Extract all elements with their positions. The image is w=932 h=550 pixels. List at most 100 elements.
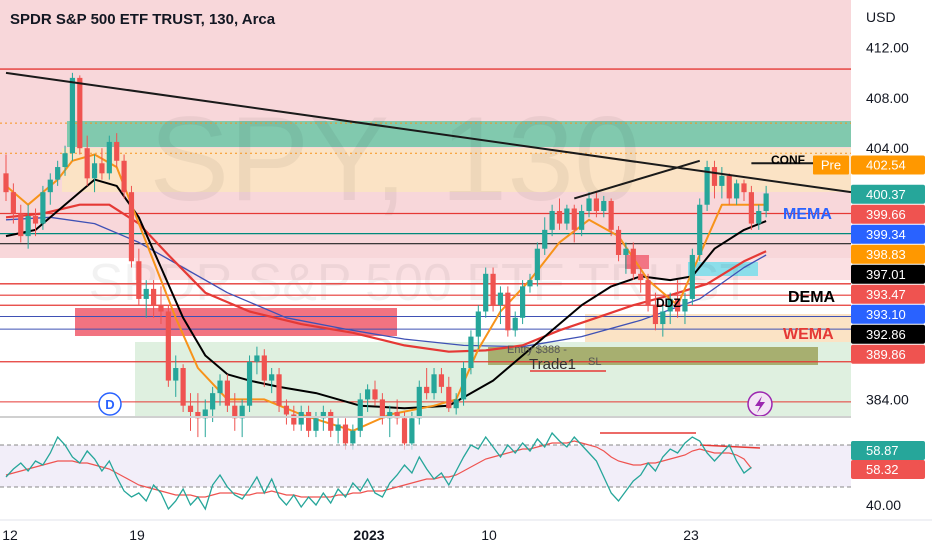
watermark-symbol: SPY, 130 <box>149 92 641 226</box>
price-label-8: 393.10 <box>851 304 925 324</box>
mema-label: MEMA <box>783 206 832 223</box>
trend-line-0[interactable] <box>5 71 852 194</box>
candle <box>630 242 636 281</box>
candle <box>446 376 452 412</box>
candle <box>748 185 754 230</box>
candle <box>47 173 53 205</box>
symbol-title[interactable]: SPDR S&P 500 ETF TRUST, 130, Arca <box>10 11 276 28</box>
candle <box>55 160 61 186</box>
dema-label: DEMA <box>788 289 836 306</box>
price-tick-2: 404.00 <box>866 140 909 156</box>
candle <box>283 399 290 425</box>
candle <box>114 133 120 168</box>
candle <box>328 409 334 438</box>
candle <box>357 393 363 438</box>
time-axis[interactable]: 12 19 2023 10 23 <box>2 527 699 543</box>
price-label-4: 399.34 <box>851 224 925 244</box>
price-label-9: 392.86 <box>851 324 925 344</box>
candle <box>202 399 208 438</box>
candle <box>497 286 504 325</box>
d-badge-text: D <box>105 397 114 412</box>
candle <box>180 364 186 412</box>
candle <box>261 349 267 387</box>
ddz-label: DDZ <box>656 296 681 310</box>
candle <box>424 368 430 400</box>
candle <box>401 411 408 450</box>
lightning-icon[interactable] <box>747 391 773 417</box>
candle <box>40 185 46 230</box>
candle <box>394 399 400 425</box>
time-tick-2: 2023 <box>353 527 384 543</box>
candle <box>667 292 673 325</box>
candle <box>652 292 659 331</box>
candle <box>741 179 747 201</box>
price-label-3: 399.66 <box>851 204 925 224</box>
candle <box>409 411 415 450</box>
candle <box>711 160 718 199</box>
price-label-10: 389.86 <box>851 344 925 364</box>
candle <box>534 242 540 287</box>
olive-zone <box>488 347 818 365</box>
candle <box>320 405 326 431</box>
candle <box>468 330 474 375</box>
conf-label: CONF <box>771 153 805 167</box>
candle <box>254 346 260 375</box>
trade-label: Trade1 <box>529 356 576 373</box>
candle <box>726 173 732 205</box>
pre-market-text: Pre <box>821 158 841 173</box>
candle <box>239 399 245 438</box>
candle <box>704 160 710 212</box>
candle <box>91 154 98 193</box>
candle <box>475 305 481 350</box>
price-axis-ticks: 412.00 408.00 404.00 384.00 <box>866 40 909 408</box>
candle <box>195 393 201 438</box>
candle <box>608 198 614 237</box>
candle <box>173 355 179 397</box>
price-label-5: 398.83 <box>851 244 925 264</box>
candle <box>62 145 68 176</box>
candle <box>512 311 518 337</box>
cyan-zone <box>688 262 758 276</box>
price-label-text: 393.47 <box>866 287 906 302</box>
candle <box>645 273 651 312</box>
price-tick-1: 408.00 <box>866 90 909 106</box>
candle <box>106 135 112 180</box>
oscillator-pane <box>0 431 851 511</box>
oscillator-axis-labels: 40.00 58.87 58.32 <box>851 441 925 513</box>
price-tick-3: 384.00 <box>866 391 909 407</box>
d-badge[interactable]: D <box>98 392 122 416</box>
candle <box>379 393 385 425</box>
oscillator-value-0: 58.87 <box>851 441 925 460</box>
candle <box>143 280 149 318</box>
candle <box>615 226 622 262</box>
trend-line-1[interactable] <box>573 159 701 200</box>
candle <box>136 248 142 306</box>
candle <box>217 374 223 406</box>
candle <box>542 217 548 255</box>
oscillator-value-text: 58.87 <box>866 443 899 458</box>
candle <box>431 368 437 400</box>
time-tick-4: 23 <box>683 527 699 543</box>
candle <box>372 380 378 406</box>
candle <box>25 204 31 249</box>
price-label-text: 397.01 <box>866 267 906 282</box>
candle <box>224 374 230 412</box>
candle <box>556 198 563 230</box>
candle <box>77 75 83 155</box>
candle <box>674 280 681 318</box>
price-label-text: 392.86 <box>866 327 906 342</box>
time-tick-0: 12 <box>2 527 18 543</box>
price-label-2: 400.37 <box>851 184 925 204</box>
demand-zone-orange <box>585 314 851 342</box>
time-tick-1: 19 <box>129 527 145 543</box>
price-label-text: 400.37 <box>866 187 906 202</box>
candle <box>18 204 24 243</box>
price-tick-0: 412.00 <box>866 40 909 56</box>
candle <box>682 292 688 325</box>
candle <box>564 204 570 230</box>
candle <box>10 183 16 224</box>
candle <box>527 273 533 293</box>
candle <box>571 204 577 243</box>
sl-label: SL <box>588 356 601 368</box>
